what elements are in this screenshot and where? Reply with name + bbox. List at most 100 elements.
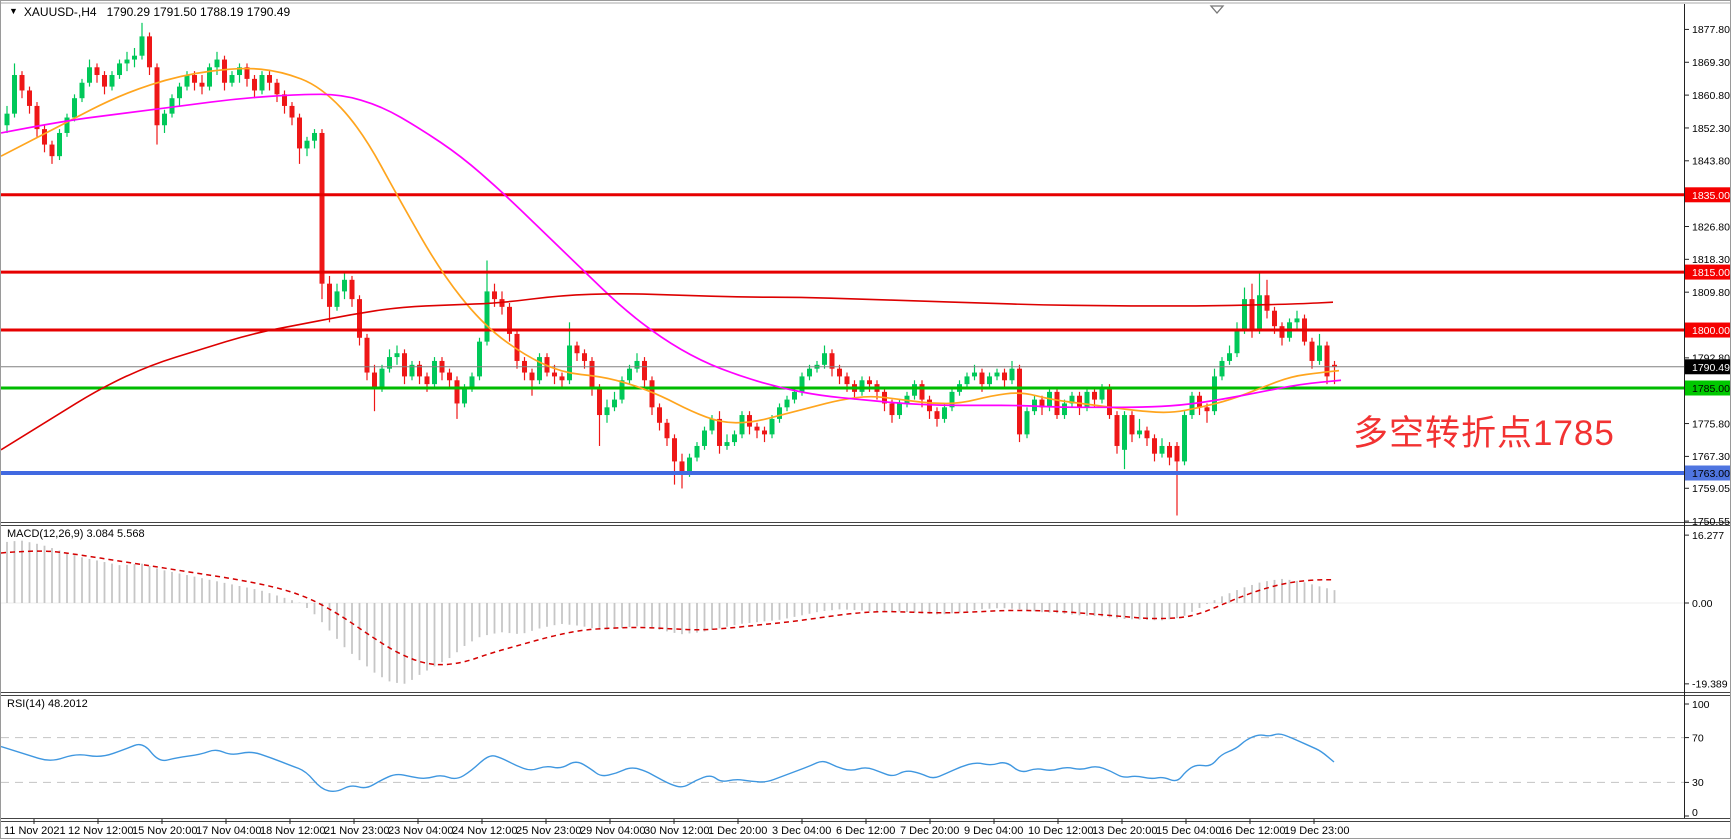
candle-body bbox=[402, 353, 407, 377]
candle-body bbox=[829, 353, 835, 369]
rsi-tick-label: 0 bbox=[1692, 807, 1698, 819]
candle-body bbox=[859, 380, 865, 392]
candle-body bbox=[1062, 403, 1067, 416]
rsi-line bbox=[1, 733, 1335, 792]
candle-body bbox=[889, 403, 895, 416]
candle-body bbox=[447, 372, 452, 381]
candle-body bbox=[1099, 388, 1105, 400]
candle-body bbox=[627, 368, 632, 381]
time-tick-label: 21 Nov 23:00 bbox=[324, 825, 389, 837]
time-tick-label: 13 Dec 20:00 bbox=[1092, 825, 1157, 837]
candle-body bbox=[537, 357, 542, 381]
candle-body bbox=[1024, 411, 1030, 435]
price-tick-label: 1877.80 bbox=[1692, 24, 1730, 36]
candle-body bbox=[454, 380, 460, 404]
macd-signal-line bbox=[1, 550, 1335, 666]
time-tick-label: 11 Nov 2021 bbox=[4, 825, 66, 837]
candle-body bbox=[1084, 391, 1090, 408]
candle-body bbox=[1332, 364, 1337, 367]
price-tick-label: 1809.80 bbox=[1692, 287, 1730, 299]
candle-body bbox=[192, 75, 197, 83]
candle-body bbox=[207, 67, 212, 87]
candle-body bbox=[1054, 391, 1060, 416]
time-tick-label: 6 Dec 12:00 bbox=[836, 825, 895, 837]
candle-body bbox=[642, 360, 647, 381]
chart-text-annotation: 多空转折点1785 bbox=[1353, 414, 1615, 453]
price-axis[interactable]: 1877.80 1869.30 1860.80 1852.30 1843.80 1826.… bbox=[1684, 24, 1731, 528]
chart-shift-triangle-icon[interactable] bbox=[1209, 5, 1225, 14]
candle-body bbox=[34, 105, 40, 130]
price-tag-1790.49 bbox=[1685, 359, 1730, 375]
candle-body bbox=[1002, 372, 1007, 381]
rsi-axis[interactable]: 100 70 30 0 bbox=[1684, 699, 1710, 819]
price-tag-text: 1835.00 bbox=[1692, 190, 1730, 202]
time-tick-label: 17 Nov 04:00 bbox=[196, 825, 261, 837]
candle-body bbox=[1197, 395, 1202, 408]
candle-body bbox=[994, 372, 1000, 377]
candle-body bbox=[342, 279, 347, 292]
candle-body bbox=[147, 36, 152, 68]
candle-body bbox=[867, 380, 872, 385]
candle-body bbox=[462, 388, 467, 404]
candle-body bbox=[417, 364, 422, 377]
candle-body bbox=[102, 75, 107, 87]
candle-body bbox=[792, 391, 797, 400]
candle-body bbox=[484, 291, 490, 342]
price-tag-text: 1800.00 bbox=[1692, 325, 1730, 337]
price-tick-label: 1818.30 bbox=[1692, 254, 1730, 266]
candle-body bbox=[222, 59, 227, 83]
candle-body bbox=[1129, 415, 1135, 435]
candle-body bbox=[1317, 345, 1322, 361]
price-tag-1763.00 bbox=[1685, 465, 1730, 481]
candle-body bbox=[379, 368, 385, 388]
macd-tick-label: 0.00 bbox=[1692, 598, 1713, 610]
rsi-panel[interactable] bbox=[1, 733, 1684, 792]
candle-body bbox=[1069, 395, 1075, 404]
candle-body bbox=[1144, 430, 1150, 439]
price-tag-text: 1785.00 bbox=[1692, 383, 1730, 395]
ma-mid-magenta bbox=[1, 93, 1342, 409]
candle-body bbox=[19, 75, 25, 91]
candle-body bbox=[1009, 368, 1015, 381]
candle-body bbox=[289, 105, 295, 118]
candle-body bbox=[237, 67, 242, 76]
candle-body bbox=[649, 380, 655, 408]
candle-body bbox=[199, 82, 205, 87]
candle-body bbox=[214, 59, 220, 68]
time-tick-label: 24 Nov 12:00 bbox=[452, 825, 517, 837]
candle-body bbox=[124, 59, 130, 64]
ma-slow-red bbox=[1, 293, 1334, 451]
candle-body bbox=[334, 291, 340, 307]
macd-axis[interactable]: 16.277 0.00 -19.389 bbox=[1684, 530, 1728, 691]
ohlc-values: 1790.29 1791.50 1788.19 1790.49 bbox=[106, 5, 291, 19]
candle-body bbox=[79, 82, 85, 99]
symbol-dropdown-icon[interactable]: ▼ bbox=[9, 6, 18, 16]
candle-body bbox=[529, 372, 535, 381]
candle-body bbox=[844, 376, 850, 385]
price-tag-text: 1790.49 bbox=[1692, 362, 1730, 374]
candle-body bbox=[1234, 330, 1240, 354]
candle-body bbox=[1167, 445, 1172, 458]
candle-body bbox=[552, 372, 557, 377]
candle-body bbox=[1114, 415, 1120, 446]
time-tick-label: 16 Dec 12:00 bbox=[1220, 825, 1285, 837]
candle-body bbox=[919, 384, 925, 400]
price-tick-label: 1750.55 bbox=[1692, 516, 1730, 528]
price-tag-text: 1815.00 bbox=[1692, 267, 1730, 279]
candle-body bbox=[1107, 388, 1112, 416]
price-tick-label: 1826.80 bbox=[1692, 221, 1730, 233]
candle-body bbox=[702, 430, 707, 446]
candle-body bbox=[372, 372, 377, 388]
rsi-tick-label: 100 bbox=[1692, 699, 1710, 711]
price-tag-1815.00 bbox=[1685, 264, 1730, 280]
candle-body bbox=[597, 388, 602, 416]
time-tick-label: 30 Nov 12:00 bbox=[644, 825, 709, 837]
candle-body bbox=[1092, 391, 1097, 400]
candle-body bbox=[469, 376, 475, 388]
macd-panel[interactable] bbox=[1, 540, 1684, 684]
candle-body bbox=[27, 90, 32, 106]
candle-body bbox=[72, 98, 77, 118]
candle-body bbox=[567, 345, 572, 381]
